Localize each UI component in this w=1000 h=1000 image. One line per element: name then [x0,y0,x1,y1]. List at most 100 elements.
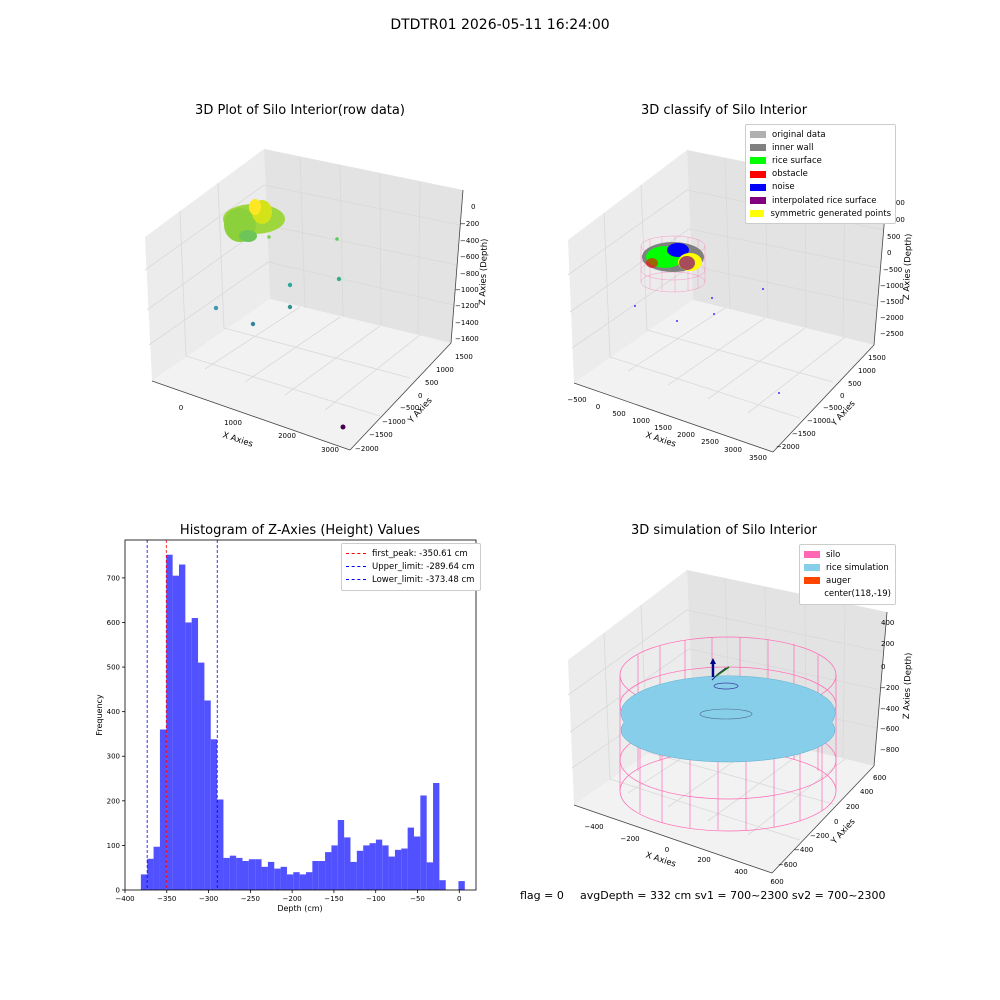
plot4-ytick: −200 [810,832,829,840]
legend-swatch [750,210,765,218]
legend-label: center(118,-19) [824,589,891,600]
legend-swatch [804,591,818,598]
histogram-bar [388,856,395,890]
legend-label: auger [826,575,851,586]
histogram-bar [248,859,256,890]
legend-label: original data [772,129,826,140]
legend-line [346,553,366,555]
legend-item: rice surface [750,154,891,167]
plot2-ytick: −2000 [776,443,800,451]
histogram-xtick-label: −300 [199,895,218,903]
plot4-xlabel: X Axies [644,850,677,869]
plot4-ytick: 400 [860,788,873,796]
plot1-ytick: 0 [418,392,422,400]
plot4-ztick: 200 [881,640,894,648]
plot1-axes3d: 0 1000 2000 3000 1500 1000 500 0 −500 −1… [144,149,490,454]
plot4-ztick: 0 [881,663,885,671]
plot4-legend: silo rice simulation auger center(118,-1… [799,544,896,605]
histogram-xtick-label: −250 [241,895,260,903]
plot2-ztick: −2000 [880,314,904,322]
histogram-bar [198,662,205,890]
histogram-bar [172,575,179,890]
histogram-legend: first_peak: -350.61 cm Upper_limit: -289… [341,543,481,591]
plot2-ytick: 500 [848,380,861,388]
histogram-bar [286,874,294,890]
histogram-xtick-label: −150 [324,895,343,903]
legend-label: obstacle [772,169,808,180]
plot2-xtick: 1500 [654,424,672,432]
plot4-axis-lines [573,611,888,874]
histogram-bar [350,861,357,890]
plot4-ytick: −400 [794,846,813,854]
histogram-xtick-label: −200 [283,895,302,903]
histogram-bar [369,843,376,890]
legend-item: inner wall [750,141,891,154]
plot1-ticks: 0 1000 2000 3000 1500 1000 500 0 −500 −1… [179,203,479,454]
histogram-bar [140,874,148,890]
legend-swatch [750,131,766,139]
plot1-title: 3D Plot of Silo Interior(row data) [195,103,405,118]
plot4-axes3d: −400 −200 0 200 400 600 600 400 200 0 −2… [567,570,914,886]
histogram-bar [426,862,434,890]
flag-text: flag = 0 [520,889,564,902]
histogram-bar [166,554,173,890]
legend-item: symmetric generated points [750,207,891,220]
histogram-ytick-label: 100 [107,842,120,850]
plot2-xtick: −500 [567,396,586,404]
plot1-ytick: −500 [400,404,419,412]
histogram-bar [255,859,262,890]
plot1-ytick: −1500 [369,431,393,439]
legend-item: original data [750,128,891,141]
histogram-ytick-label: 400 [107,708,120,716]
plot4-ticks: −400 −200 0 200 400 600 600 400 200 0 −2… [584,619,899,886]
plot4-ytick: 600 [873,774,886,782]
plot4-ztick: −400 [880,705,899,713]
histogram-bar [337,820,345,890]
legend-label: Upper_limit: -289.64 cm [372,561,475,572]
plot2-xtick: 2000 [677,431,695,439]
legend-swatch [804,564,820,572]
legend-item: first_peak: -350.61 cm [346,547,476,560]
histogram-ytick-label: 200 [107,797,120,805]
histogram-bar [153,846,160,890]
legend-swatch [750,170,766,178]
histogram-ytick-label: 600 [107,619,120,627]
plot4-xtick: 600 [770,878,783,886]
plot4-xtick: 200 [697,856,710,864]
histogram-ytick-label: 700 [107,574,120,582]
legend-label: rice simulation [826,562,889,573]
plot2-xtick: 3000 [724,446,742,454]
histogram-bar [178,564,186,890]
plot4-zlabel: Z Axies (Depth) [902,652,914,719]
histogram-bar [229,855,237,890]
histogram-xtick-label: 0 [457,895,461,903]
legend-item: auger [804,574,891,587]
plot2-title: 3D classify of Silo Interior [640,103,808,118]
legend-swatch [750,144,766,152]
histogram-bar [267,861,275,890]
legend-label: interpolated rice surface [772,195,877,206]
histogram-bar [413,836,421,890]
legend-label: Lower_limit: -373.48 cm [372,574,475,585]
histogram-ytick-label: 0 [116,887,120,895]
histogram-xlabel: Depth (cm) [277,904,322,913]
plot1-ztick: −1200 [455,302,479,310]
plot1-xtick: 1000 [224,419,242,427]
histogram-xtick-label: −50 [410,895,425,903]
plot2-zlabel: Z Axies (Depth) [902,233,914,300]
histogram-bar [191,618,199,890]
legend-line [346,579,366,581]
plot4-ytick: 200 [846,803,859,811]
plot2-ztick: 500 [887,233,900,241]
legend-swatch [750,197,766,205]
legend-item: noise [750,181,891,194]
plot4-points [619,636,837,832]
plot2-xtick: 500 [612,410,625,418]
plot2-xtick: 0 [596,403,600,411]
plot2-xtick: 3500 [749,454,767,462]
histogram-bar [159,729,167,890]
legend-item: Upper_limit: -289.64 cm [346,560,476,573]
stats-text: avgDepth = 332 cm sv1 = 700~2300 sv2 = 7… [580,889,886,902]
legend-item: obstacle [750,168,891,181]
histogram-ytick-label: 300 [107,753,120,761]
